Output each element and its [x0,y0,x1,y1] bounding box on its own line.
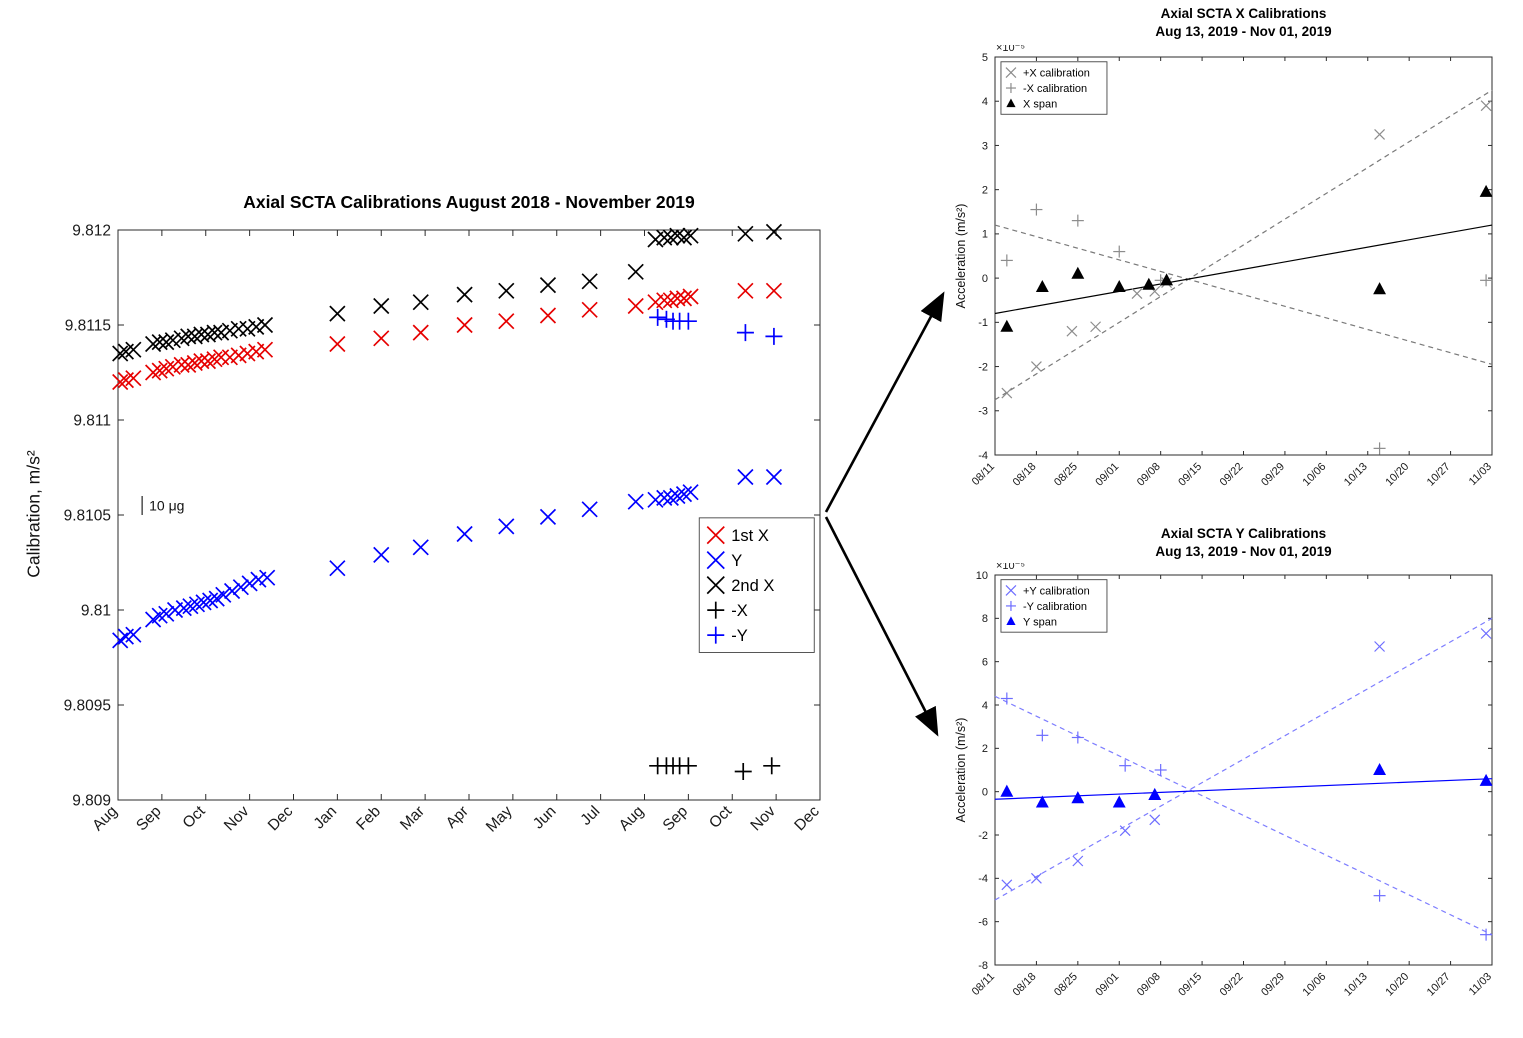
svg-text:Y: Y [731,552,742,570]
xcal-plot-svg: 08/11 08/18 08/25 09/01 09/08 09/15 09/22 09/29… [970,42,1494,489]
x-chart-plot: 08/11 08/18 08/25 09/01 09/08 09/15 09/22 09/29… [935,42,1515,515]
svg-text:09/01: 09/01 [1093,461,1121,489]
svg-text:Jan: Jan [311,803,341,833]
svg-text:+Y calibration: +Y calibration [1023,585,1090,597]
svg-text:Oct: Oct [179,802,209,832]
svg-text:X span: X span [1023,98,1057,110]
svg-text:-X calibration: -X calibration [1023,83,1087,95]
svg-text:Nov: Nov [221,803,253,835]
svg-text:10/20: 10/20 [1383,971,1411,999]
arrow-to-x-chart [824,291,945,513]
svg-text:10: 10 [976,570,988,582]
svg-text:-6: -6 [978,917,988,929]
svg-text:Aug: Aug [616,803,648,835]
svg-text:4: 4 [982,700,988,712]
svg-text:9.809: 9.809 [72,792,111,809]
svg-text:5: 5 [982,52,988,64]
svg-text:10/13: 10/13 [1342,971,1370,999]
svg-text:09/08: 09/08 [1135,461,1163,489]
x-chart-title: Axial SCTA X Calibrations [1160,6,1327,21]
main-chart-plot: Aug Sep Oct Nov Dec Jan Feb Mar Apr May Jun Jul Aug S… [20,220,830,890]
svg-text:10/06: 10/06 [1301,971,1329,999]
svg-text:×10⁻⁵: ×10⁻⁵ [996,563,1025,572]
svg-text:4: 4 [982,96,988,108]
svg-text:08/18: 08/18 [1011,971,1039,999]
x-chart-subtitle: Aug 13, 2019 - Nov 01, 2019 [1155,24,1332,39]
svg-text:-2: -2 [978,361,988,373]
svg-text:-4: -4 [978,450,988,462]
svg-text:Dec: Dec [791,803,823,835]
y-chart-plot: 08/11 08/18 08/25 09/01 09/08 09/15 09/22 09/29… [935,560,1515,1030]
svg-text:Nov: Nov [747,803,779,835]
svg-text:09/08: 09/08 [1135,971,1163,999]
svg-text:09/29: 09/29 [1259,971,1287,999]
svg-text:Sep: Sep [133,803,165,835]
svg-text:Sep: Sep [660,803,692,835]
svg-text:Oct: Oct [706,802,736,832]
svg-text:10/13: 10/13 [1342,461,1370,489]
svg-text:Jun: Jun [530,803,560,833]
svg-text:-1: -1 [978,317,988,329]
svg-text:8: 8 [982,613,988,625]
svg-text:-4: -4 [978,873,988,885]
svg-text:2: 2 [982,743,988,755]
svg-text:10/06: 10/06 [1301,461,1329,489]
svg-text:6: 6 [982,657,988,669]
svg-text:09/15: 09/15 [1176,461,1204,489]
svg-text:-8: -8 [978,960,988,972]
svg-text:+X calibration: +X calibration [1023,67,1090,79]
svg-text:08/11: 08/11 [970,461,997,488]
svg-text:08/11: 08/11 [970,971,997,998]
svg-text:9.8105: 9.8105 [64,507,111,524]
svg-text:×10⁻⁵: ×10⁻⁵ [996,45,1025,54]
svg-text:9.8095: 9.8095 [64,697,111,714]
svg-text:-2: -2 [978,830,988,842]
svg-text:09/15: 09/15 [1176,971,1204,999]
svg-text:09/29: 09/29 [1259,461,1287,489]
svg-text:1: 1 [982,229,988,241]
svg-text:2: 2 [982,185,988,197]
svg-text:10/27: 10/27 [1425,461,1453,489]
ycal-plot-svg: 08/11 08/18 08/25 09/01 09/08 09/15 09/22 09/29… [970,560,1494,999]
svg-text:1st X: 1st X [731,527,769,545]
svg-text:9.812: 9.812 [72,222,111,239]
svg-text:10/20: 10/20 [1383,461,1411,489]
svg-text:0: 0 [982,273,988,285]
svg-text:Y span: Y span [1023,616,1057,628]
svg-text:Mar: Mar [397,803,428,834]
arrow-to-y-chart [824,516,939,737]
main-plot-svg: Aug Sep Oct Nov Dec Jan Feb Mar Apr May Jun Jul Aug S… [64,222,823,836]
svg-text:09/01: 09/01 [1093,971,1121,999]
y-chart-subtitle: Aug 13, 2019 - Nov 01, 2019 [1155,544,1332,559]
svg-text:Dec: Dec [265,803,297,835]
svg-text:0: 0 [982,787,988,799]
svg-text:11/03: 11/03 [1467,971,1494,998]
svg-text:9.811: 9.811 [73,412,111,429]
svg-text:08/25: 08/25 [1052,461,1080,489]
svg-text:May: May [483,803,516,836]
svg-text:08/18: 08/18 [1011,461,1039,489]
main-chart-title: Axial SCTA Calibrations August 2018 - No… [243,192,695,212]
svg-text:-Y: -Y [731,627,748,645]
svg-text:2nd X: 2nd X [731,577,774,595]
svg-text:09/22: 09/22 [1218,971,1246,999]
svg-text:9.8115: 9.8115 [65,317,111,334]
svg-text:-X: -X [731,602,748,620]
svg-text:-3: -3 [978,406,988,418]
svg-text:Feb: Feb [353,803,384,834]
svg-text:09/22: 09/22 [1218,461,1246,489]
svg-text:Jul: Jul [577,803,603,829]
svg-text:-Y calibration: -Y calibration [1023,601,1087,613]
y-chart-title: Axial SCTA Y Calibrations [1160,526,1327,541]
svg-text:10/27: 10/27 [1425,971,1453,999]
svg-text:11/03: 11/03 [1467,461,1494,488]
svg-text:08/25: 08/25 [1052,971,1080,999]
svg-text:9.81: 9.81 [81,602,111,619]
svg-text:10 μg: 10 μg [149,498,184,514]
svg-text:3: 3 [982,140,988,152]
svg-text:Apr: Apr [443,803,472,832]
